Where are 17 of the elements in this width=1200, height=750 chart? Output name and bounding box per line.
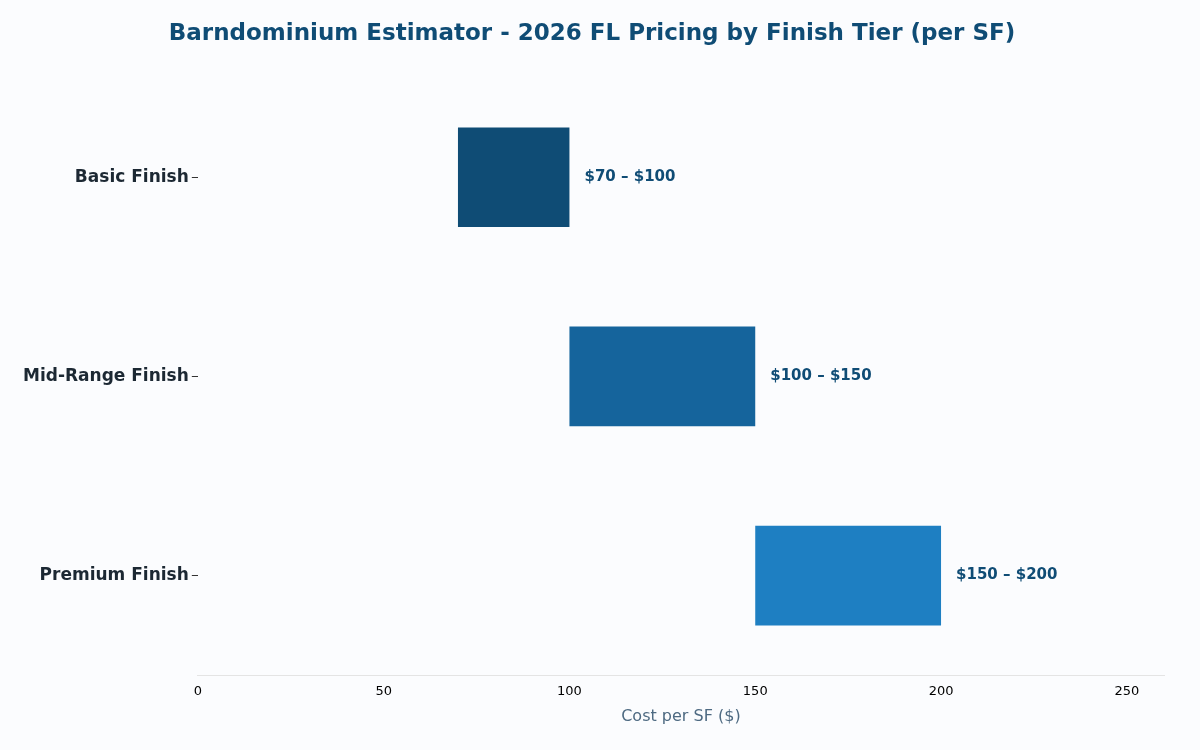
annotation: $100 – $150: [770, 366, 872, 385]
x-tick-label: 100: [557, 683, 582, 699]
bar: [457, 127, 570, 227]
x-tick-label: 200: [928, 683, 954, 699]
y-tick-label: Basic Finish: [74, 165, 189, 186]
x-tick-label: 150: [742, 683, 768, 699]
x-tick-label: 250: [1114, 683, 1140, 699]
x-axis-title: Cost per SF ($): [621, 705, 741, 725]
x-tick-label: 50: [375, 683, 392, 699]
bar: [569, 326, 756, 427]
y-tick-label: Premium Finish: [39, 564, 189, 585]
y-tick-label: Mid-Range Finish: [23, 364, 189, 385]
x-tick-label: 0: [193, 683, 202, 699]
annotation: $150 – $200: [956, 565, 1058, 584]
chart-title: Barndominium Estimator - 2026 FL Pricing by Finish Tier (per SF): [168, 18, 1016, 45]
bar: [755, 525, 942, 626]
annotation: $70 – $100: [584, 167, 676, 186]
